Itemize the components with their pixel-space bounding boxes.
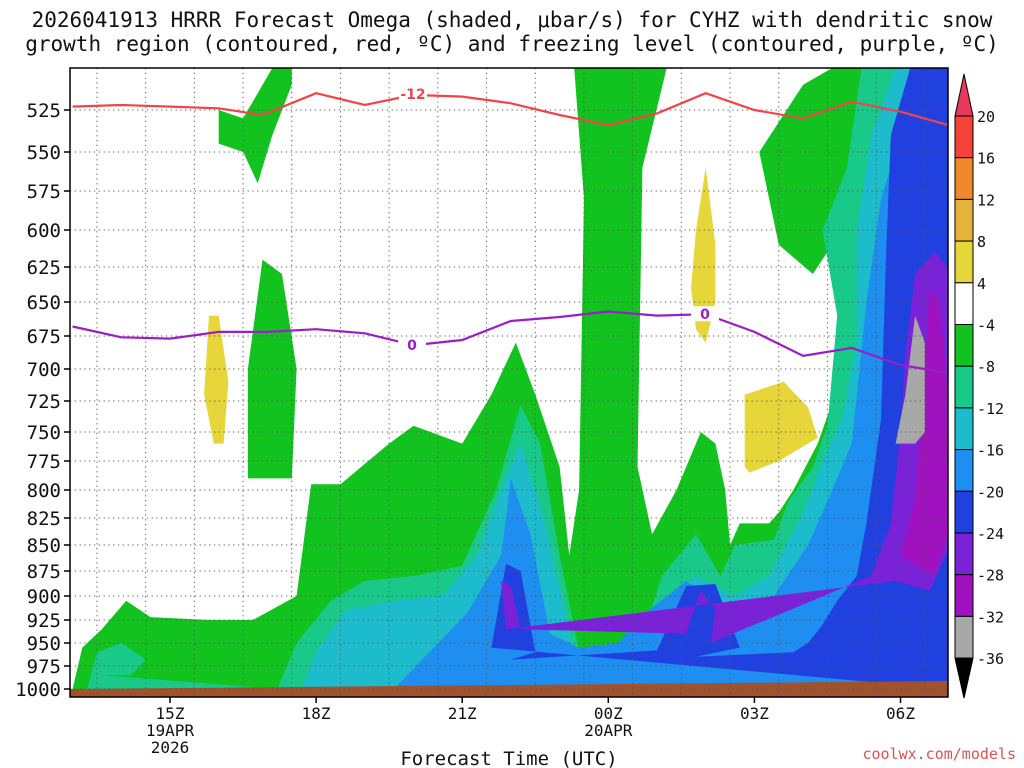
colorbar-segment (954, 324, 974, 367)
isotherm-label-zero-2-bg (691, 306, 719, 322)
x-tick-label: 15Z (156, 704, 185, 723)
colorbar-segment (954, 198, 974, 242)
x-tick-label: 00Z (594, 704, 623, 723)
colorbar-segment (954, 240, 974, 284)
colorbar-segment (954, 615, 974, 659)
x-tick-year-label: 2026 (151, 738, 190, 757)
colorbar-segment (954, 365, 974, 409)
chart-title-line-2: growth region (contoured, red, ºC) and f… (25, 32, 999, 56)
colorbar-segment (954, 532, 974, 576)
colorbar-label: -12 (977, 400, 1004, 418)
dgz-minus12-isotherm (72, 92, 949, 127)
x-axis-label: Forecast Time (UTC) (400, 748, 617, 768)
y-tick-label: 525 (27, 100, 61, 122)
y-tick-label: 975 (27, 656, 61, 678)
y-tick-label: 1000 (15, 679, 61, 701)
y-tick-label: 625 (27, 257, 61, 279)
colorbar-label: 4 (977, 275, 986, 293)
x-tick-label: 03Z (740, 704, 769, 723)
y-tick-label: 650 (27, 292, 61, 314)
isotherm-label-minus12: -12 (400, 87, 425, 103)
colorbar-segment (954, 282, 974, 325)
isotherm-label-zero-1: 0 (407, 338, 417, 354)
isotherm-label-minus12-bg (399, 85, 427, 101)
omega-region (895, 315, 925, 444)
x-tick-date-label: 20APR (584, 721, 633, 740)
y-tick-label: 900 (27, 586, 61, 608)
y-tick-label: 675 (27, 326, 61, 348)
colorbar-label: 12 (977, 191, 995, 209)
colorbar-label: -32 (977, 608, 1004, 626)
y-tick-label: 925 (27, 610, 61, 632)
chart-title-line-1: 2026041913 HRRR Forecast Omega (shaded, … (31, 8, 993, 32)
x-tick-date-label: 19APR (146, 721, 195, 740)
credit-text[interactable]: coolwx.com/models (862, 745, 1016, 763)
x-tick-label: 06Z (886, 704, 915, 723)
y-tick-label: 775 (27, 451, 61, 473)
colorbar-segment (954, 449, 974, 492)
colorbar-label: -36 (977, 650, 1004, 668)
colorbar-segment (954, 490, 974, 534)
omega-region (691, 167, 716, 343)
colorbar-segment (954, 407, 974, 451)
y-tick-label: 550 (27, 142, 61, 164)
terrain-strip (70, 681, 948, 697)
colorbar-bottom-arrow (954, 657, 974, 699)
x-tick-label: 18Z (302, 704, 331, 723)
x-tick-label: 21Z (448, 704, 477, 723)
isotherm-label-zero-1-bg (398, 337, 426, 353)
y-tick-label: 800 (27, 480, 61, 502)
colorbar-label: 20 (977, 108, 995, 126)
isotherm-label-zero-2: 0 (700, 307, 710, 323)
freezing-level-isotherm (72, 310, 949, 374)
colorbar-label: -8 (977, 358, 995, 376)
colorbar-label: -24 (977, 525, 1004, 543)
colorbar-top-arrow (954, 73, 974, 117)
y-tick-label: 725 (27, 391, 61, 413)
colorbar-segment (954, 574, 974, 617)
omega-region (72, 68, 949, 689)
omega-region (491, 68, 948, 689)
y-tick-label: 850 (27, 535, 61, 557)
colorbar-label: -28 (977, 567, 1004, 585)
colorbar-label: -16 (977, 442, 1004, 460)
colorbar-label: -4 (977, 317, 995, 335)
colorbar-label: 8 (977, 233, 986, 251)
omega-region (204, 315, 229, 444)
colorbar-segment (954, 157, 974, 200)
omega-region (218, 68, 292, 184)
y-tick-label: 825 (27, 508, 61, 530)
y-tick-label: 600 (27, 220, 61, 242)
y-tick-label: 950 (27, 633, 61, 655)
colorbar-segment (954, 115, 974, 159)
plot-frame (69, 67, 949, 698)
colorbar-label: -20 (977, 483, 1004, 501)
y-tick-label: 575 (27, 181, 61, 203)
colorbar-label: 16 (977, 150, 995, 168)
y-tick-label: 700 (27, 359, 61, 381)
omega-region (744, 381, 818, 473)
y-tick-label: 750 (27, 422, 61, 444)
y-tick-label: 875 (27, 561, 61, 583)
